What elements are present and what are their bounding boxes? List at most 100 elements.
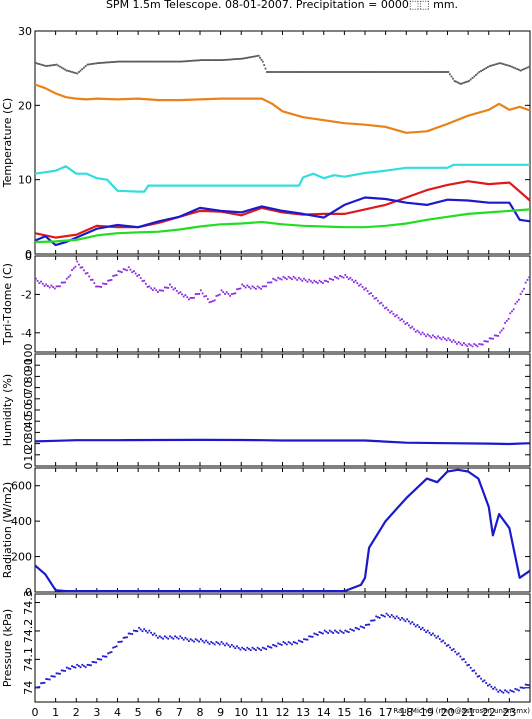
data-point — [78, 263, 80, 266]
data-point — [282, 641, 285, 643]
data-point — [62, 669, 65, 672]
data-point — [497, 62, 500, 65]
data-point — [456, 81, 459, 84]
data-point — [473, 343, 476, 345]
data-point — [463, 81, 465, 84]
data-point — [488, 65, 491, 67]
data-point — [104, 61, 107, 64]
data-point — [48, 64, 51, 67]
data-point — [363, 288, 366, 291]
data-point — [389, 311, 391, 314]
data-point — [198, 59, 201, 62]
data-point — [342, 632, 345, 634]
humidity-series-0 — [34, 438, 531, 446]
data-point — [233, 58, 236, 61]
data-point — [184, 60, 186, 63]
x-tick-label: 6 — [155, 706, 162, 719]
data-point — [241, 646, 244, 649]
data-point — [55, 285, 58, 288]
data-point — [207, 59, 210, 61]
data-point — [249, 649, 252, 651]
data-point — [62, 67, 65, 70]
data-point — [179, 291, 182, 294]
data-point — [502, 691, 505, 694]
data-point — [523, 68, 525, 70]
data-point — [487, 684, 489, 687]
data-point — [504, 689, 506, 692]
data-point — [359, 625, 362, 628]
data-point — [175, 636, 178, 639]
data-point — [122, 636, 125, 639]
data-point — [441, 71, 443, 73]
data-point — [445, 644, 448, 647]
data-point — [124, 268, 127, 271]
x-tick-label: 22 — [482, 706, 496, 719]
y-tick-label: -2 — [21, 288, 32, 301]
radiation-frame — [34, 467, 531, 593]
data-point — [378, 617, 381, 619]
y-tick-label: 74.3 — [22, 590, 35, 615]
data-point — [157, 636, 159, 639]
data-point — [420, 628, 422, 631]
data-point — [475, 344, 477, 347]
data-point — [328, 71, 331, 73]
y-tick-label: 74 — [22, 681, 35, 695]
data-point — [426, 71, 429, 73]
data-point — [74, 265, 77, 268]
data-point — [335, 630, 338, 633]
data-point — [426, 333, 429, 336]
data-point — [307, 71, 310, 73]
data-point — [239, 287, 242, 290]
y-tick-label: 0 — [25, 250, 32, 263]
data-point — [473, 75, 476, 78]
data-point — [330, 71, 332, 73]
data-point — [215, 295, 218, 297]
data-point — [141, 60, 144, 63]
data-point — [459, 342, 462, 345]
data-point — [436, 71, 439, 73]
data-point — [294, 641, 297, 644]
data-point — [277, 642, 280, 645]
data-point — [411, 71, 413, 73]
y-tick-label: 10 — [18, 174, 32, 187]
data-point — [88, 664, 91, 666]
data-point — [189, 638, 192, 641]
data-point — [43, 285, 46, 287]
data-point — [169, 60, 172, 63]
data-point — [354, 626, 357, 629]
data-point — [72, 666, 75, 668]
y-tick-label: 30 — [18, 25, 32, 38]
data-point — [408, 620, 410, 623]
data-point — [177, 292, 180, 295]
data-point — [325, 630, 328, 633]
data-point — [117, 60, 120, 63]
data-point — [83, 66, 85, 69]
data-point — [53, 287, 56, 290]
data-point — [421, 626, 424, 629]
data-point — [65, 666, 68, 669]
data-point — [259, 56, 261, 59]
y-tick-label: 100 — [22, 344, 35, 365]
data-point — [463, 342, 465, 344]
data-point — [40, 280, 42, 283]
data-point — [512, 308, 515, 311]
data-point — [323, 71, 326, 73]
data-point — [469, 78, 472, 81]
data-point — [295, 71, 297, 73]
data-point — [119, 60, 121, 63]
data-point — [450, 75, 453, 78]
data-point — [497, 335, 500, 337]
data-point — [461, 658, 464, 661]
data-point — [402, 618, 405, 621]
data-point — [78, 665, 80, 667]
data-point — [387, 71, 389, 73]
data-point — [146, 60, 148, 63]
data-point — [160, 289, 163, 292]
data-point — [59, 285, 61, 288]
data-point — [158, 60, 161, 63]
data-point — [212, 59, 215, 61]
data-point — [526, 66, 529, 69]
data-point — [284, 71, 286, 73]
data-point — [316, 282, 319, 284]
data-point — [308, 278, 311, 281]
